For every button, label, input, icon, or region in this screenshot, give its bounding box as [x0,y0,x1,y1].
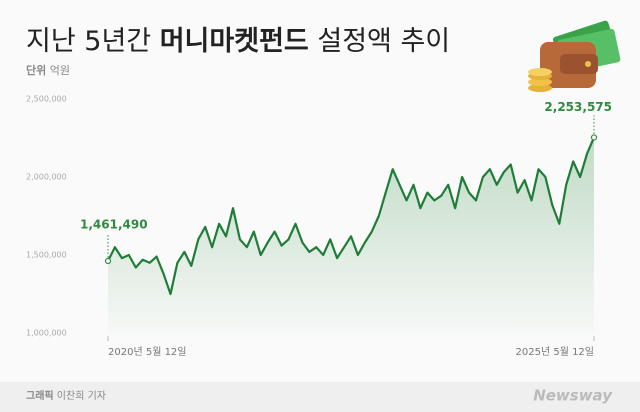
value-label: 1,461,490 [80,218,148,232]
chart-title: 지난 5년간 머니마켓펀드 설정액 추이 [26,26,450,57]
wallet-illustration [528,20,621,92]
line [107,136,596,296]
point [590,134,598,141]
unit: 단위 억원 [26,63,70,77]
y-tick-label: 2,000,000 [26,173,67,182]
x-tick-label: 2025년 5월 12일 [516,346,595,358]
y-tick-label: 1,500,000 [26,251,67,260]
y-tick-label: 1,000,000 [26,329,67,338]
point [104,257,112,265]
y-tick-label: 2,500,000 [26,95,67,104]
brand: Newsway [533,387,613,405]
area [108,137,594,333]
credit: 그래픽 이찬희 기자 [26,389,106,402]
x-tick-label: 2020년 5월 12일 [108,346,187,358]
value-label: 2,253,575 [544,100,612,114]
footer [0,382,640,412]
